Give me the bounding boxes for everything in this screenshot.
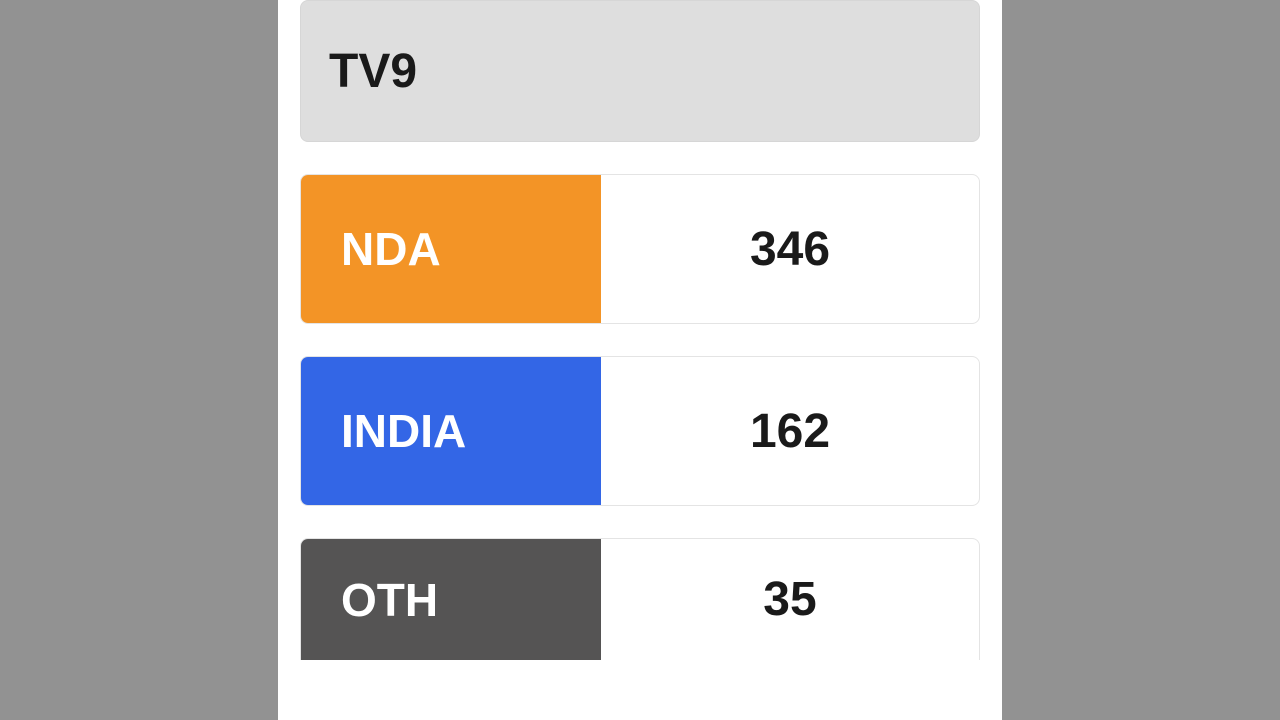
party-label: NDA [341, 222, 441, 276]
party-value-cell: 346 [601, 175, 979, 323]
party-value-cell: 162 [601, 357, 979, 505]
party-label-cell: NDA [301, 175, 601, 323]
party-label-cell: INDIA [301, 357, 601, 505]
result-row-india: INDIA 162 [300, 356, 980, 506]
party-value: 35 [763, 572, 816, 627]
party-value: 162 [750, 404, 830, 459]
results-panel: TV9 NDA 346 INDIA 162 OTH 35 [278, 0, 1002, 720]
result-row-nda: NDA 346 [300, 174, 980, 324]
party-label-cell: OTH [301, 539, 601, 660]
party-value-cell: 35 [601, 539, 979, 660]
source-title: TV9 [329, 44, 417, 99]
party-label: OTH [341, 573, 438, 627]
party-value: 346 [750, 222, 830, 277]
party-label: INDIA [341, 404, 466, 458]
result-row-oth: OTH 35 [300, 538, 980, 660]
source-header: TV9 [300, 0, 980, 142]
